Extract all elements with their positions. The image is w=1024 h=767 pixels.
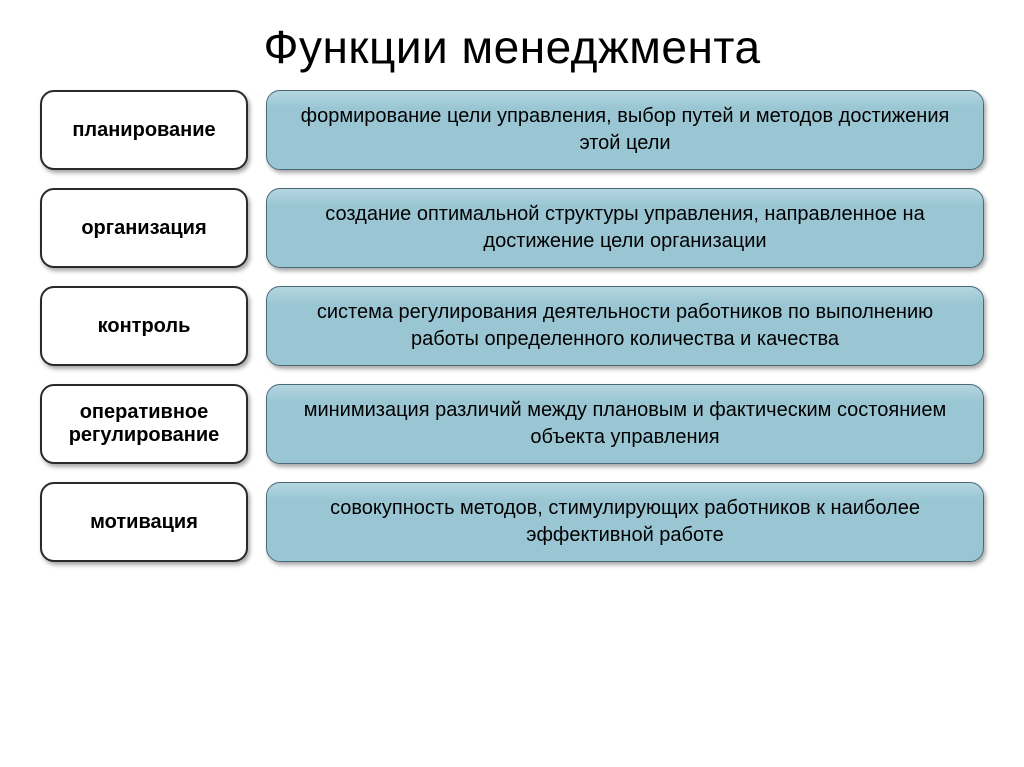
label-box-planning: планирование — [40, 90, 248, 170]
label-box-operational-regulation: оперативное регулирование — [40, 384, 248, 464]
row-motivation: мотивация совокупность методов, стимулир… — [40, 482, 984, 562]
desc-box-planning: формирование цели управления, выбор путе… — [266, 90, 984, 170]
label-box-organization: организация — [40, 188, 248, 268]
row-operational-regulation: оперативное регулирование минимизация ра… — [40, 384, 984, 464]
label-box-motivation: мотивация — [40, 482, 248, 562]
desc-box-motivation: совокупность методов, стимулирующих рабо… — [266, 482, 984, 562]
row-planning: планирование формирование цели управлени… — [40, 90, 984, 170]
row-organization: организация создание оптимальной структу… — [40, 188, 984, 268]
rows-container: планирование формирование цели управлени… — [40, 90, 984, 731]
desc-box-operational-regulation: минимизация различий между плановым и фа… — [266, 384, 984, 464]
desc-box-organization: создание оптимальной структуры управлени… — [266, 188, 984, 268]
row-control: контроль система регулирования деятельно… — [40, 286, 984, 366]
desc-box-control: система регулирования деятельности работ… — [266, 286, 984, 366]
slide: Функции менеджмента планирование формиро… — [0, 0, 1024, 767]
page-title: Функции менеджмента — [40, 20, 984, 74]
label-box-control: контроль — [40, 286, 248, 366]
